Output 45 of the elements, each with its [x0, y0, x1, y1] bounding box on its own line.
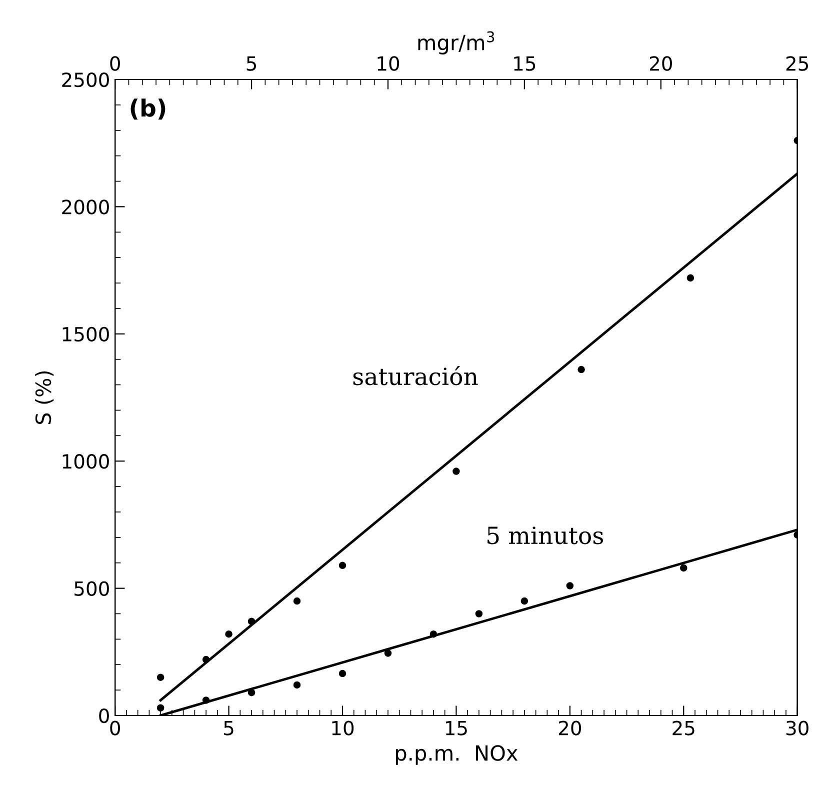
point — [156, 674, 164, 681]
x2-tick-label: 5 — [246, 56, 256, 71]
x-tick-label: 20 — [558, 720, 581, 736]
point — [578, 366, 585, 374]
point — [680, 564, 688, 572]
point — [248, 688, 256, 696]
x2-tick-label: 0 — [110, 56, 120, 71]
x2-tick-label: 20 — [650, 56, 672, 71]
y-axis-title: S (%) — [35, 371, 54, 424]
point — [202, 656, 210, 664]
point — [156, 704, 164, 712]
x2-tick-label: 15 — [514, 56, 536, 71]
point — [338, 670, 346, 678]
y-tick-label: 1500 — [62, 326, 109, 342]
x2-axis-title: mgr/m$^{3}$ — [418, 31, 494, 54]
x-tick-label: 25 — [672, 720, 694, 736]
point — [248, 618, 256, 626]
annotation: (b) — [130, 98, 166, 120]
point — [384, 650, 392, 657]
y-tick-label: 2500 — [62, 72, 109, 88]
y-tick-label: 2000 — [62, 200, 109, 214]
point — [566, 582, 574, 590]
y-tick-label: 500 — [74, 581, 109, 596]
x-tick-label: 10 — [332, 720, 354, 736]
point — [293, 597, 301, 605]
point — [202, 696, 210, 704]
x-axis-title: p.p.m. NOx — [396, 745, 518, 765]
x-tick-label: 0 — [110, 720, 120, 736]
x2-tick-label: 10 — [378, 56, 400, 71]
point — [520, 597, 528, 605]
annotation: saturación — [353, 366, 478, 386]
point — [452, 468, 460, 475]
annotation: 5 minutos — [488, 526, 604, 544]
point — [338, 562, 346, 570]
x-tick-label: 15 — [446, 720, 467, 736]
point — [475, 610, 483, 618]
point — [686, 274, 694, 282]
point — [430, 630, 438, 638]
y-tick-label: 0 — [99, 708, 109, 724]
point — [293, 681, 301, 689]
y-tick-label: 1000 — [62, 454, 109, 469]
x-tick-label: 30 — [786, 720, 808, 736]
point — [225, 630, 232, 638]
x2-tick-label: 25 — [786, 56, 808, 71]
x-tick-label: 5 — [224, 720, 234, 736]
